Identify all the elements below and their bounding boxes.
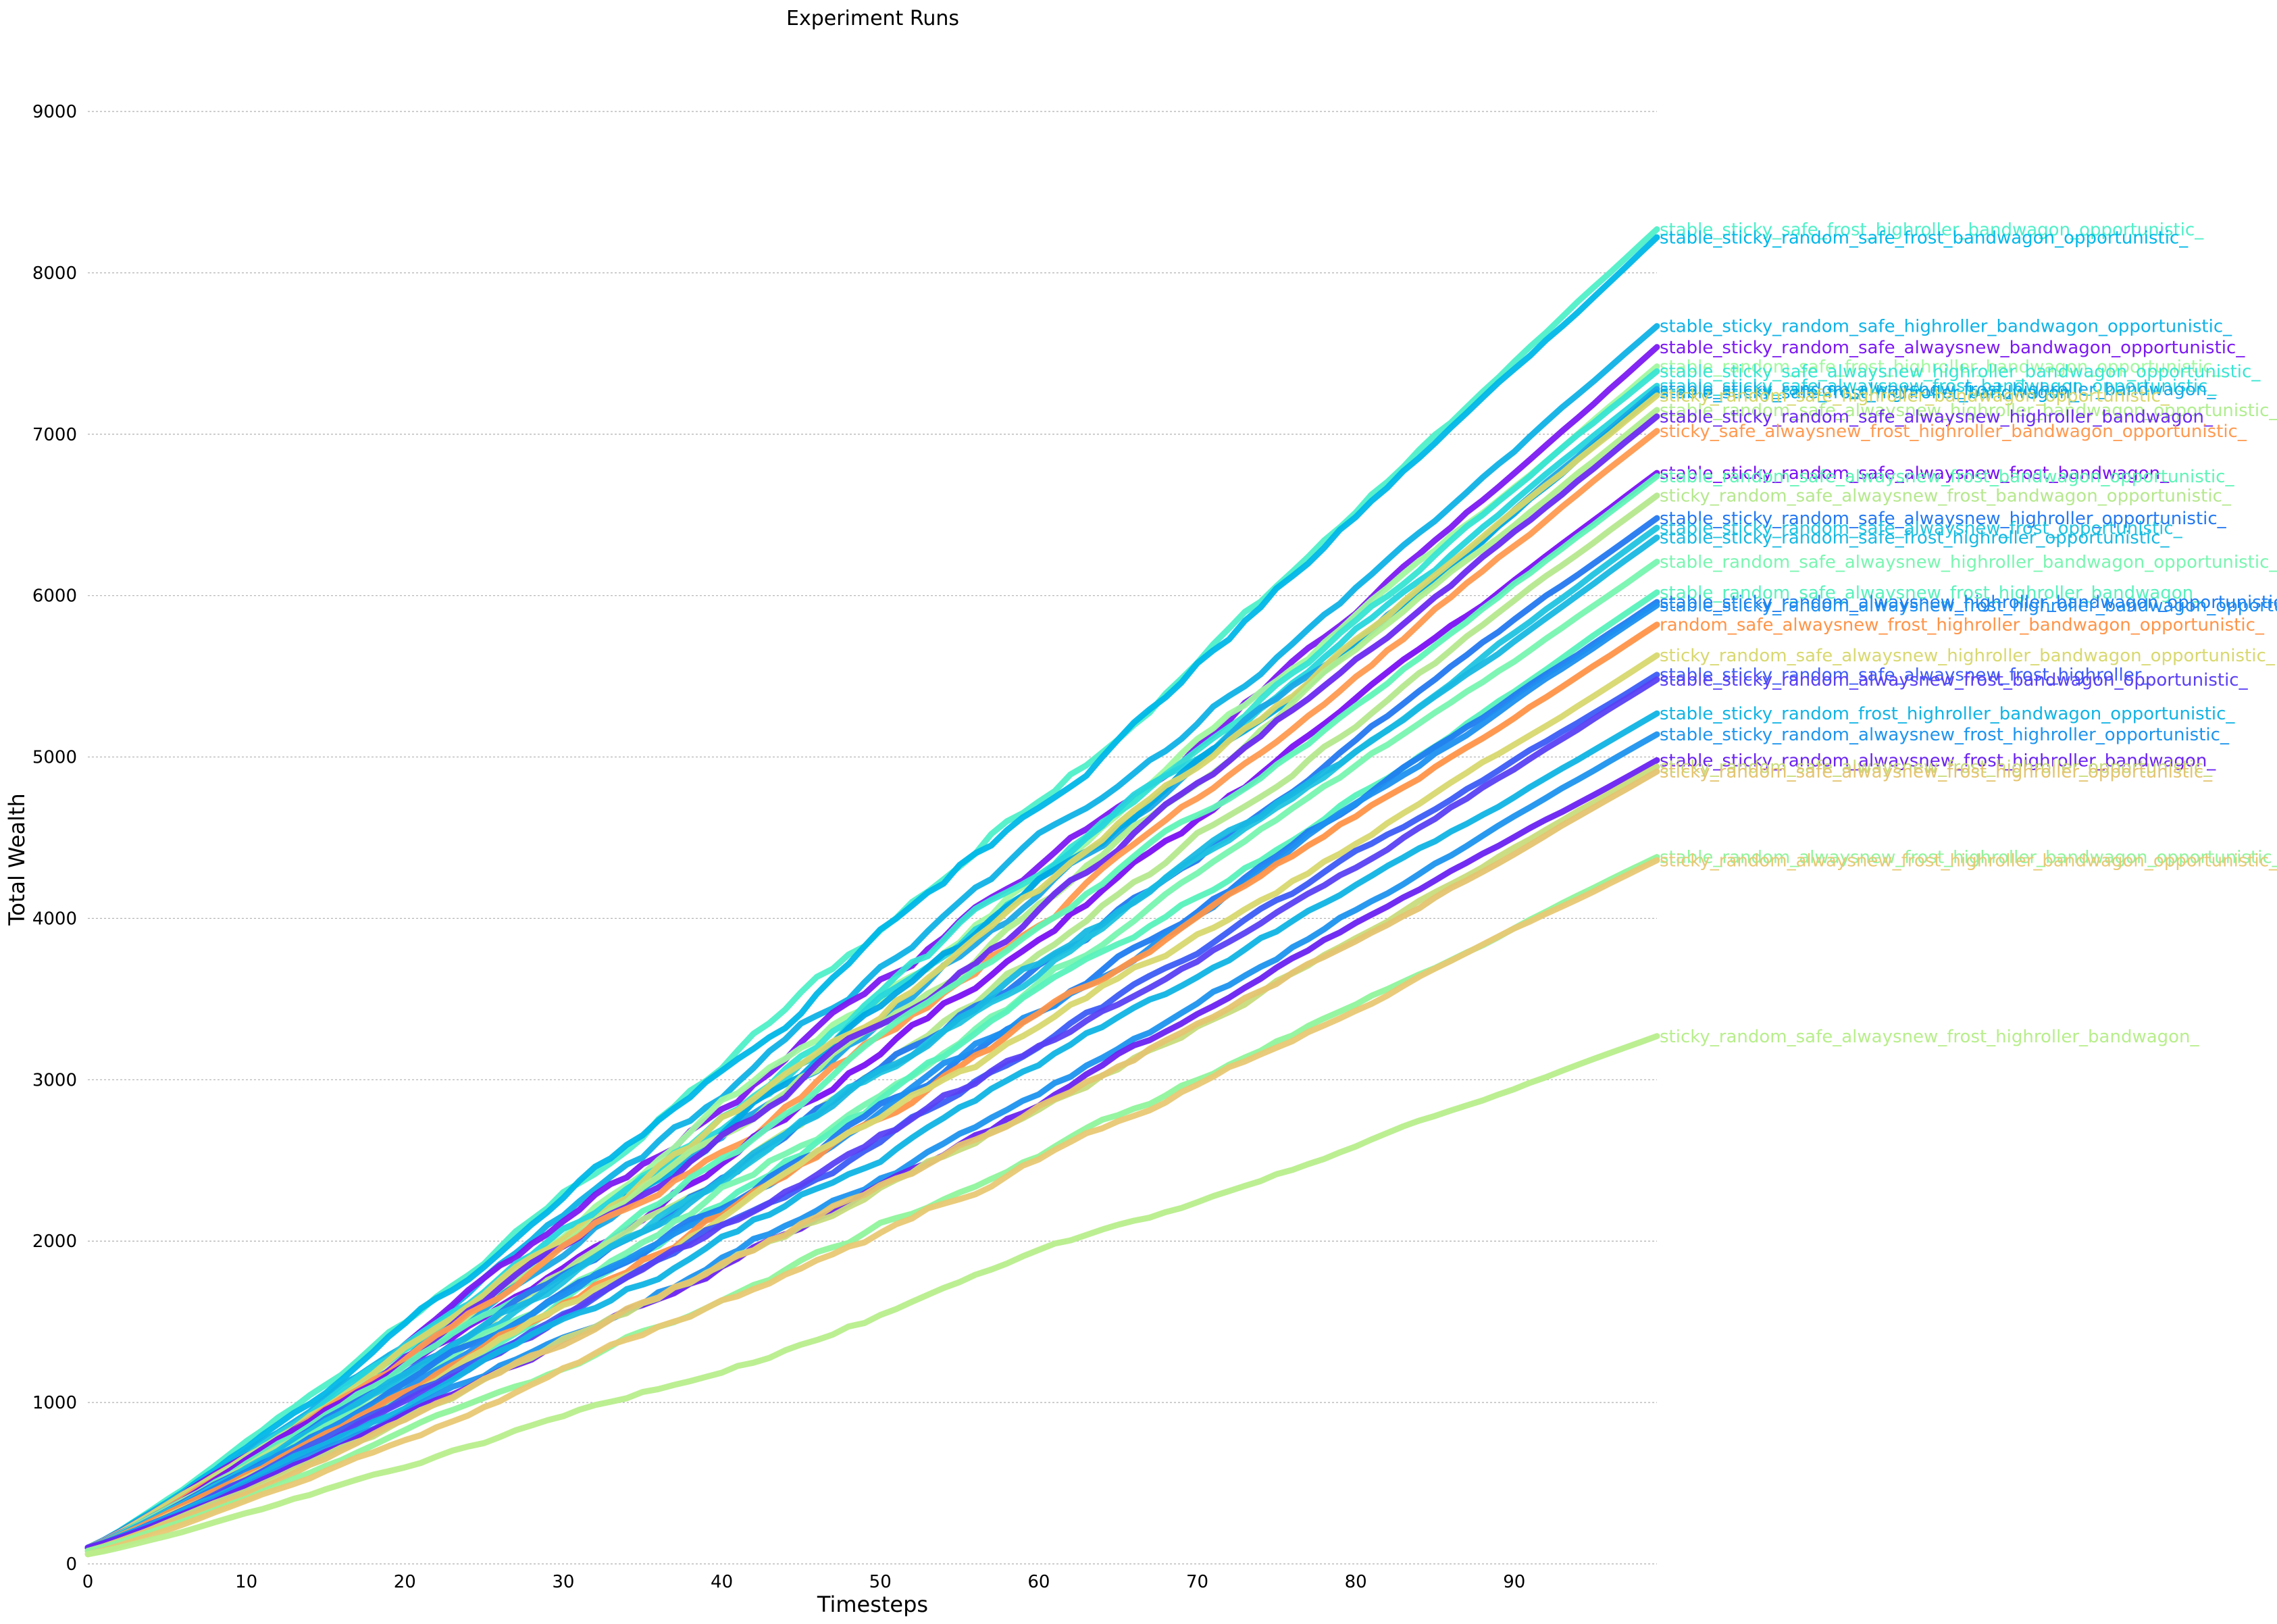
series-end-label: stable_random_alwaysnew_frost_highroller… bbox=[1660, 848, 2277, 868]
series-end-label: stable_sticky_random_safe_frost_bandwago… bbox=[1660, 228, 2189, 248]
series-end-label: stable_sticky_random_safe_alwaysnew_high… bbox=[1660, 509, 2227, 529]
series-end-label: sticky_random_safe_alwaysnew_frost_highr… bbox=[1660, 1027, 2200, 1047]
x-tick-labels: 0 10 20 30 40 50 60 70 80 90 bbox=[82, 1572, 1526, 1592]
x-axis-label: Timesteps bbox=[817, 1592, 928, 1617]
series-end-label: stable_sticky_random_alwaysnew_frost_hig… bbox=[1660, 725, 2230, 745]
series-end-label: stable_sticky_random_safe_frost_highroll… bbox=[1660, 528, 2170, 549]
x-tick-label: 10 bbox=[235, 1572, 257, 1592]
y-axis-label: Total Wealth bbox=[4, 793, 30, 926]
y-tick-label: 4000 bbox=[32, 909, 77, 929]
chart-title: Experiment Runs bbox=[786, 7, 959, 30]
series-end-label: sticky_random_safe_alwaysnew_frost_highr… bbox=[1660, 762, 2213, 782]
series-line bbox=[84, 1033, 1660, 1558]
series-line bbox=[84, 854, 1660, 1554]
series-end-label: stable_sticky_safe_alwaysnew_frost_bandw… bbox=[1660, 376, 2217, 397]
series-line bbox=[84, 382, 1660, 1551]
series-line bbox=[84, 534, 1660, 1551]
series-line bbox=[84, 671, 1660, 1551]
x-tick-label: 70 bbox=[1186, 1572, 1208, 1592]
series-end-label: sticky_random_safe_alwaysnew_frost_bandw… bbox=[1660, 486, 2232, 507]
series-end-label: stable_sticky_random_safe_alwaysnew_high… bbox=[1660, 407, 2214, 428]
series-end-label: stable_random_safe_alwaysnew_highroller_… bbox=[1660, 553, 2277, 573]
x-tick-label: 30 bbox=[552, 1572, 574, 1592]
series-lines bbox=[84, 226, 1660, 1558]
series-end-label: sticky_random_safe_alwaysnew_highroller_… bbox=[1660, 646, 2276, 666]
y-tick-label: 9000 bbox=[32, 102, 77, 122]
y-tick-label: 0 bbox=[66, 1554, 77, 1575]
y-tick-labels: 0 1000 2000 3000 4000 5000 6000 7000 8000 9000 bbox=[32, 102, 77, 1575]
series-line bbox=[84, 857, 1660, 1558]
series-end-label: sticky_safe_alwaysnew_frost_highroller_b… bbox=[1660, 422, 2247, 442]
series-end-label: stable_sticky_safe_frost_highroller_band… bbox=[1660, 383, 2080, 403]
series-end-label: stable_sticky_random_safe_alwaysnew_fros… bbox=[1660, 665, 2151, 686]
x-tick-label: 40 bbox=[711, 1572, 733, 1592]
series-end-label: stable_sticky_random_alwaysnew_frost_hig… bbox=[1660, 751, 2216, 771]
x-tick-label: 20 bbox=[394, 1572, 416, 1592]
y-tick-label: 6000 bbox=[32, 586, 77, 607]
series-end-label: stable_sticky_random_alwaysnew_highrolle… bbox=[1660, 592, 2277, 613]
series-end-label: stable_sticky_safe_alwaysnew_highroller_… bbox=[1660, 362, 2261, 382]
y-tick-label: 5000 bbox=[32, 748, 77, 768]
series-end-label: stable_sticky_random_frost_highroller_ba… bbox=[1660, 704, 2235, 724]
series-line bbox=[84, 473, 1660, 1551]
x-tick-label: 80 bbox=[1345, 1572, 1367, 1592]
series-end-label: stable_sticky_safe_frost_highroller_band… bbox=[1660, 220, 2204, 240]
series-end-label: stable_sticky_random_safe_highroller_ban… bbox=[1660, 317, 2232, 337]
series-end-label: stable_random_safe_alwaysnew_frost_highr… bbox=[1660, 583, 2203, 603]
series-end-labels: stable_sticky_safe_frost_highroller_band… bbox=[1660, 220, 2277, 1046]
series-end-label: random_safe_alwaysnew_frost_highroller_b… bbox=[1660, 615, 2265, 636]
series-end-label: stable_sticky_random_alwaysnew_frost_ban… bbox=[1660, 670, 2249, 690]
x-tick-label: 90 bbox=[1503, 1572, 1525, 1592]
y-tick-label: 2000 bbox=[32, 1232, 77, 1252]
series-line bbox=[84, 368, 1660, 1551]
series-end-label: sticky_random_alwaysnew_frost_highroller… bbox=[1660, 851, 2277, 871]
x-tick-label: 60 bbox=[1027, 1572, 1050, 1592]
y-tick-label: 1000 bbox=[32, 1393, 77, 1413]
series-end-label: sticky_random_safe_highroller_bandwagon_… bbox=[1660, 386, 2170, 406]
series-end-label: stable_sticky_random_safe_alwaysnew_fros… bbox=[1660, 518, 2183, 538]
series-line bbox=[84, 363, 1660, 1551]
series-end-label: stable_random_safe_alwaysnew_highroller_… bbox=[1660, 401, 2277, 421]
grid bbox=[88, 111, 1657, 1565]
series-end-label: stable_sticky_random_safe_alwaysnew_band… bbox=[1660, 338, 2245, 358]
series-line bbox=[84, 768, 1660, 1554]
y-tick-label: 7000 bbox=[32, 425, 77, 445]
x-tick-label: 0 bbox=[82, 1572, 94, 1592]
series-end-label: stable_sticky_random_safe_alwaysnew_fros… bbox=[1660, 463, 2170, 484]
series-end-label: stable_sticky_random_alwaysnew_frost_hig… bbox=[1660, 380, 2216, 400]
series-line bbox=[84, 234, 1660, 1551]
series-end-label: stable_random_safe_frost_highroller_band… bbox=[1660, 357, 2222, 377]
series-end-label: stable_random_safe_alwaysnew_frost_bandw… bbox=[1660, 467, 2234, 487]
series-end-label: sticky_random_safe_alwaysnew_frost_highr… bbox=[1660, 757, 2213, 778]
series-end-label: stable_sticky_random_alwaysnew_frost_hig… bbox=[1660, 596, 2277, 616]
y-tick-label: 8000 bbox=[32, 263, 77, 284]
series-line bbox=[84, 676, 1660, 1551]
y-tick-label: 3000 bbox=[32, 1070, 77, 1090]
series-line bbox=[84, 710, 1660, 1551]
x-tick-label: 50 bbox=[869, 1572, 892, 1592]
